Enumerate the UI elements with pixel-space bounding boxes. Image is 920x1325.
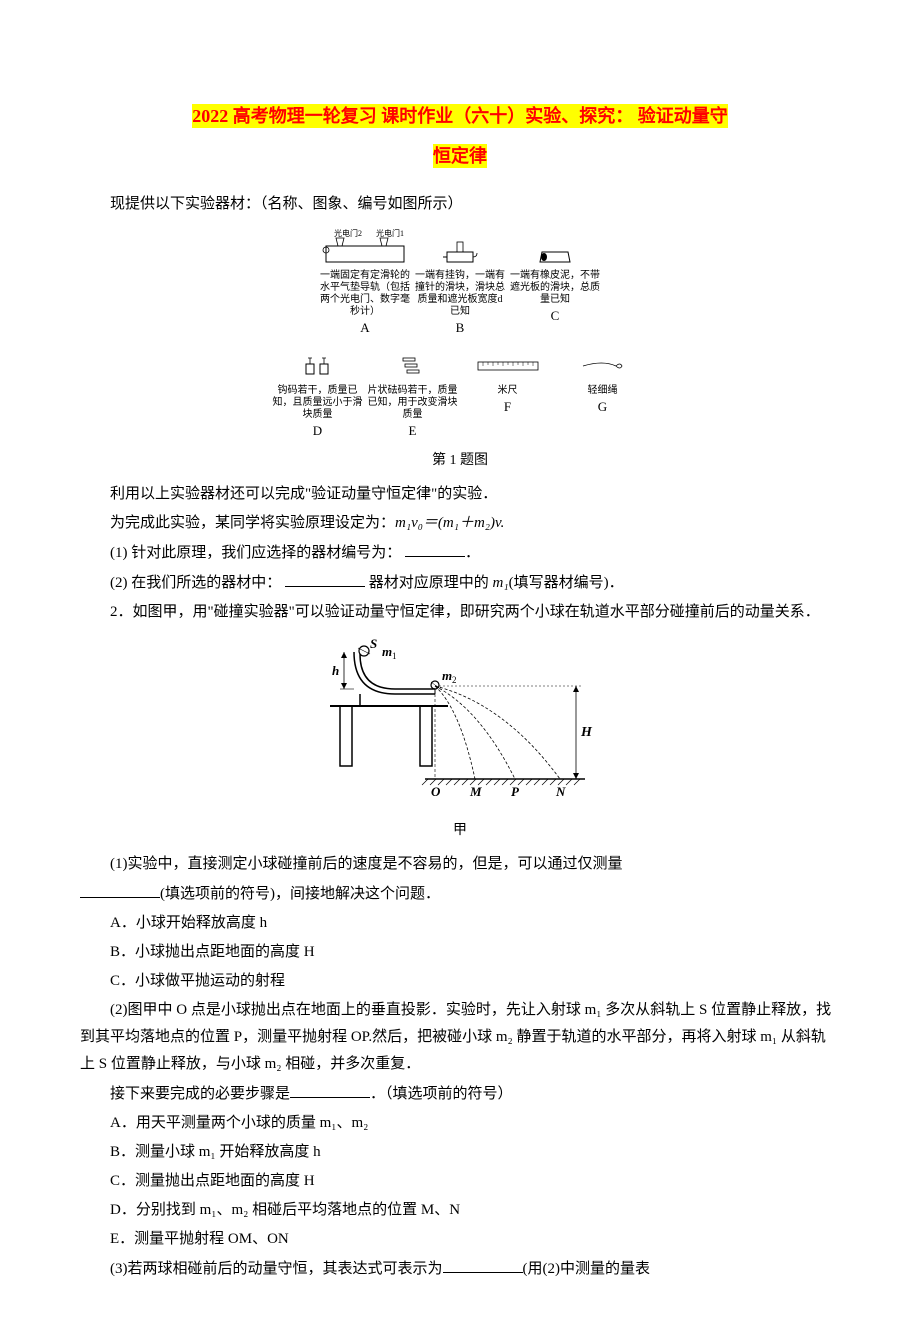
svg-text:2: 2 bbox=[452, 675, 457, 685]
svg-text:m: m bbox=[382, 644, 392, 659]
svg-text:O: O bbox=[431, 784, 441, 799]
title-highlight-2: 恒定律 bbox=[433, 144, 487, 168]
apparatus-G-icon bbox=[557, 343, 648, 383]
q2-2-opt-B: B．测量小球 m₁ 开始释放高度 h bbox=[80, 1139, 840, 1166]
q2-1-opt-B: B．小球抛出点距地面的高度 H bbox=[80, 939, 840, 966]
blank-5 bbox=[443, 1255, 523, 1273]
apparatus-E: 片状砝码若干，质量已知，用于改变滑块质量 E bbox=[365, 341, 460, 442]
apparatus-C-icon bbox=[510, 228, 601, 268]
para-2-pre: 为完成此实验，某同学将实验原理设定为： bbox=[110, 515, 395, 531]
apparatus-B-letter: B bbox=[415, 320, 506, 337]
q2-2-next: 接下来要完成的必要步骤是 ．（填选项前的符号） bbox=[80, 1080, 840, 1108]
apparatus-E-icon bbox=[367, 343, 458, 383]
svg-text:S: S bbox=[370, 636, 377, 651]
q1-2-m1: m₁ bbox=[493, 575, 509, 591]
q2-2-next-text: 接下来要完成的必要步骤是 bbox=[110, 1086, 290, 1102]
figure-1-caption: 第 1 题图 bbox=[80, 448, 840, 473]
apparatus-D-desc: 钩码若干，质量已知，且质量远小于滑块质量 bbox=[272, 385, 363, 421]
apparatus-F-letter: F bbox=[462, 399, 553, 416]
figure-1: 光电门2 光电门1 一端固定有定滑轮的水平气垫导轨（包括两个光电门、数字毫秒计）… bbox=[80, 226, 840, 473]
apparatus-G: 轻细绳 G bbox=[555, 341, 650, 442]
apparatus-A-icon: 光电门2 光电门1 bbox=[320, 228, 411, 268]
q2-2-opt-E: E．测量平抛射程 OM、ON bbox=[80, 1226, 840, 1253]
figure-2: S m 1 m 2 h H bbox=[80, 634, 840, 843]
q1-2-mid: 器材对应原理中的 bbox=[369, 575, 493, 591]
para-1: 利用以上实验器材还可以完成"验证动量守恒定律"的实验． bbox=[80, 481, 840, 508]
apparatus-row-1: 光电门2 光电门1 一端固定有定滑轮的水平气垫导轨（包括两个光电门、数字毫秒计）… bbox=[270, 226, 650, 339]
q2-3-pre: (3)若两球相碰前后的动量守恒，其表达式可表示为 bbox=[110, 1261, 443, 1277]
q2-3-post: (用(2)中测量的量表 bbox=[523, 1261, 651, 1277]
q2-2-pre: (2)图甲中 O 点是小球抛出点在地面上的垂直投影．实验时，先让入射球 m₁ 多… bbox=[80, 997, 840, 1078]
svg-text:N: N bbox=[555, 784, 566, 799]
svg-text:m: m bbox=[442, 668, 452, 683]
q1-2: (2) 在我们所选的器材中： 器材对应原理中的 m₁(填写器材编号)． bbox=[80, 569, 840, 597]
blank-3 bbox=[80, 880, 160, 898]
q2-3: (3)若两球相碰前后的动量守恒，其表达式可表示为 (用(2)中测量的量表 bbox=[80, 1255, 840, 1283]
apparatus-B-icon bbox=[415, 228, 506, 268]
blank-2 bbox=[285, 569, 365, 587]
blank-1 bbox=[405, 539, 465, 557]
q1-1: (1) 针对此原理，我们应选择的器材编号为： ． bbox=[80, 539, 840, 567]
svg-text:H: H bbox=[580, 725, 593, 740]
q2-1-opt-A: A．小球开始释放高度 h bbox=[80, 910, 840, 937]
apparatus-A-letter: A bbox=[320, 320, 411, 337]
main-title-line2: 恒定律 bbox=[80, 140, 840, 172]
q2-2-opt-A: A．用天平测量两个小球的质量 m₁、m₂ bbox=[80, 1110, 840, 1137]
q2-2-opt-D: D．分别找到 m₁、m₂ 相碰后平均落地点的位置 M、N bbox=[80, 1197, 840, 1224]
projectile-diagram: S m 1 m 2 h H bbox=[320, 634, 600, 804]
apparatus-D: 钩码若干，质量已知，且质量远小于滑块质量 D bbox=[270, 341, 365, 442]
svg-text:h: h bbox=[332, 663, 339, 678]
para-2-formula: m₁v₀＝(m₁＋m₂)v. bbox=[395, 515, 504, 531]
apparatus-D-letter: D bbox=[272, 423, 363, 440]
q2-1-line2: (填选项前的符号)，间接地解决这个问题． bbox=[80, 880, 840, 908]
q2-intro: 2．如图甲，用"碰撞实验器"可以验证动量守恒定律，即研究两个小球在轨道水平部分碰… bbox=[80, 599, 840, 626]
apparatus-G-letter: G bbox=[557, 399, 648, 416]
q2-2-hint: ．（填选项前的符号） bbox=[370, 1086, 513, 1102]
title-highlight-1: 2022 高考物理一轮复习 课时作业（六十）实验、探究： 验证动量守 bbox=[192, 104, 728, 128]
apparatus-F: 米尺 F bbox=[460, 341, 555, 442]
svg-text:M: M bbox=[469, 784, 482, 799]
q1-2-pre: (2) 在我们所选的器材中： bbox=[110, 575, 281, 591]
main-title-line1: 2022 高考物理一轮复习 课时作业（六十）实验、探究： 验证动量守 bbox=[80, 100, 840, 132]
apparatus-C-desc: 一端有橡皮泥，不带遮光板的滑块，总质量已知 bbox=[510, 270, 601, 306]
apparatus-C-letter: C bbox=[510, 308, 601, 325]
apparatus-C: 一端有橡皮泥，不带遮光板的滑块，总质量已知 C bbox=[508, 226, 603, 339]
apparatus-E-letter: E bbox=[367, 423, 458, 440]
q2-1-post: (填选项前的符号)，间接地解决这个问题． bbox=[160, 886, 440, 902]
q1-2-post: (填写器材编号)． bbox=[509, 575, 624, 591]
photogate-1-text: 光电门1 bbox=[376, 228, 404, 238]
q2-1-pre: (1)实验中，直接测定小球碰撞前后的速度是不容易的，但是，可以通过仅测量 bbox=[110, 856, 623, 872]
apparatus-B-desc: 一端有挂钩，一端有撞针的滑块，滑块总质量和遮光板宽度d已知 bbox=[415, 270, 506, 318]
apparatus-grid: 光电门2 光电门1 一端固定有定滑轮的水平气垫导轨（包括两个光电门、数字毫秒计）… bbox=[270, 226, 650, 444]
q2-1: (1)实验中，直接测定小球碰撞前后的速度是不容易的，但是，可以通过仅测量 bbox=[80, 851, 840, 878]
svg-text:P: P bbox=[511, 784, 520, 799]
q1-1-text: (1) 针对此原理，我们应选择的器材编号为： bbox=[110, 545, 401, 561]
blank-4 bbox=[290, 1080, 370, 1098]
intro-text: 现提供以下实验器材：（名称、图象、编号如图所示） bbox=[80, 191, 840, 218]
figure-2-caption: 甲 bbox=[80, 818, 840, 843]
apparatus-row-2: 钩码若干，质量已知，且质量远小于滑块质量 D 片状砝码若干，质量已知，用于改变滑… bbox=[270, 341, 650, 442]
apparatus-E-desc: 片状砝码若干，质量已知，用于改变滑块质量 bbox=[367, 385, 458, 421]
q2-2-opt-C: C．测量抛出点距地面的高度 H bbox=[80, 1168, 840, 1195]
apparatus-F-icon bbox=[462, 343, 553, 383]
para-2: 为完成此实验，某同学将实验原理设定为：m₁v₀＝(m₁＋m₂)v. bbox=[80, 510, 840, 537]
apparatus-A-desc: 一端固定有定滑轮的水平气垫导轨（包括两个光电门、数字毫秒计） bbox=[320, 270, 411, 318]
svg-text:1: 1 bbox=[392, 651, 397, 661]
q2-1-opt-C: C．小球做平抛运动的射程 bbox=[80, 968, 840, 995]
apparatus-B: 一端有挂钩，一端有撞针的滑块，滑块总质量和遮光板宽度d已知 B bbox=[413, 226, 508, 339]
apparatus-G-desc: 轻细绳 bbox=[557, 385, 648, 397]
apparatus-D-icon bbox=[272, 343, 363, 383]
photogate-2-text: 光电门2 bbox=[334, 228, 362, 238]
apparatus-F-desc: 米尺 bbox=[462, 385, 553, 397]
apparatus-A: 光电门2 光电门1 一端固定有定滑轮的水平气垫导轨（包括两个光电门、数字毫秒计）… bbox=[318, 226, 413, 339]
